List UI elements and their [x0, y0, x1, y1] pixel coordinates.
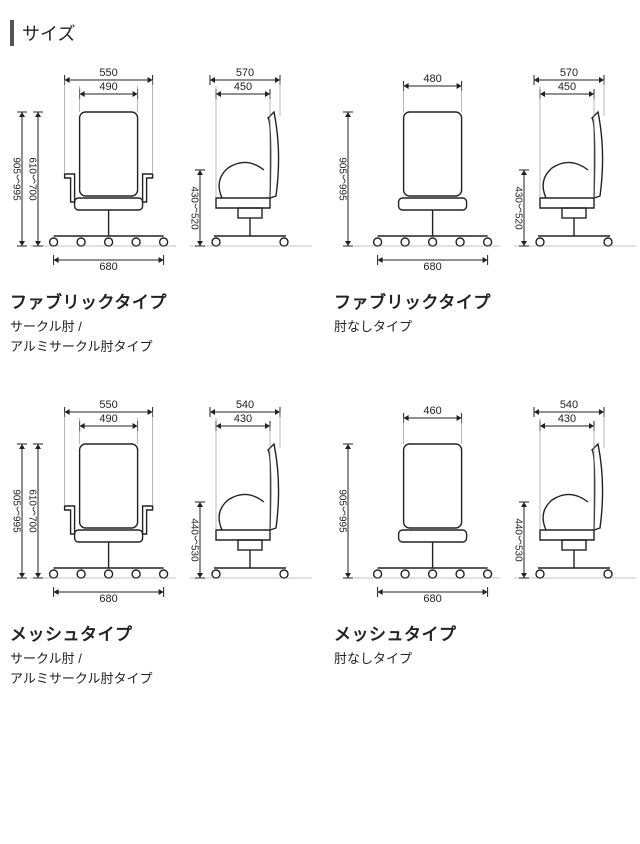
svg-text:460: 460	[423, 405, 441, 417]
variant-subtitle: サークル肘 /アルミサークル肘タイプ	[10, 317, 316, 356]
chair-side-diagram: 450 570 430～520	[510, 64, 640, 274]
svg-text:680: 680	[423, 261, 441, 273]
diagram-pair: 490 550 680 610～700 905～995 450 570 430～520	[10, 64, 316, 274]
svg-text:540: 540	[236, 399, 254, 411]
chair-front-diagram: 460 680 905～995	[334, 396, 504, 606]
chair-side-diagram: 430 540 440～530	[186, 396, 316, 606]
svg-text:430～520: 430～520	[189, 186, 200, 230]
variant-subtitle: 肘なしタイプ	[334, 649, 640, 669]
variants-grid: 490 550 680 610～700 905～995 450 570 430～520 ファブリ…	[10, 64, 630, 688]
svg-text:905～995: 905～995	[11, 489, 22, 533]
svg-text:480: 480	[423, 73, 441, 85]
svg-text:430: 430	[558, 413, 576, 425]
variant-3: 460 680 905～995 430 540 440～530 メッシュタイプ肘なしタイプ	[334, 396, 640, 688]
svg-text:450: 450	[234, 81, 252, 93]
chair-front-diagram: 490 550 680 610～700 905～995	[10, 396, 180, 606]
svg-text:570: 570	[236, 67, 254, 79]
svg-text:610～700: 610～700	[27, 157, 38, 201]
chair-front-diagram: 480 680 905～995	[334, 64, 504, 274]
section-title: サイズ	[10, 20, 630, 46]
variant-0: 490 550 680 610～700 905～995 450 570 430～520 ファブリ…	[10, 64, 316, 356]
svg-text:570: 570	[560, 67, 578, 79]
svg-text:440～530: 440～530	[513, 518, 524, 562]
variant-title: メッシュタイプ	[334, 620, 640, 645]
variant-1: 480 680 905～995 450 570 430～520 ファブリックタイプ肘なしタイ…	[334, 64, 640, 356]
variant-2: 490 550 680 610～700 905～995 430 540 440～530 メッシュ…	[10, 396, 316, 688]
variant-subtitle: サークル肘 /アルミサークル肘タイプ	[10, 649, 316, 688]
svg-text:490: 490	[99, 81, 117, 93]
svg-text:430: 430	[234, 413, 252, 425]
svg-text:905～995: 905～995	[337, 489, 348, 533]
svg-text:550: 550	[99, 399, 117, 411]
svg-text:905～995: 905～995	[337, 157, 348, 201]
variant-title: メッシュタイプ	[10, 620, 316, 645]
variant-subtitle: 肘なしタイプ	[334, 317, 640, 337]
diagram-pair: 460 680 905～995 430 540 440～530	[334, 396, 640, 606]
svg-text:440～530: 440～530	[189, 518, 200, 562]
svg-text:610～700: 610～700	[27, 489, 38, 533]
svg-text:680: 680	[99, 593, 117, 605]
chair-side-diagram: 430 540 440～530	[510, 396, 640, 606]
svg-text:540: 540	[560, 399, 578, 411]
variant-title: ファブリックタイプ	[334, 288, 640, 313]
diagram-pair: 480 680 905～995 450 570 430～520	[334, 64, 640, 274]
svg-text:680: 680	[423, 593, 441, 605]
svg-text:490: 490	[99, 413, 117, 425]
chair-front-diagram: 490 550 680 610～700 905～995	[10, 64, 180, 274]
svg-text:450: 450	[558, 81, 576, 93]
diagram-pair: 490 550 680 610～700 905～995 430 540 440～530	[10, 396, 316, 606]
chair-side-diagram: 450 570 430～520	[186, 64, 316, 274]
svg-text:550: 550	[99, 67, 117, 79]
svg-text:680: 680	[99, 261, 117, 273]
svg-text:905～995: 905～995	[11, 157, 22, 201]
svg-text:430～520: 430～520	[513, 186, 524, 230]
variant-title: ファブリックタイプ	[10, 288, 316, 313]
